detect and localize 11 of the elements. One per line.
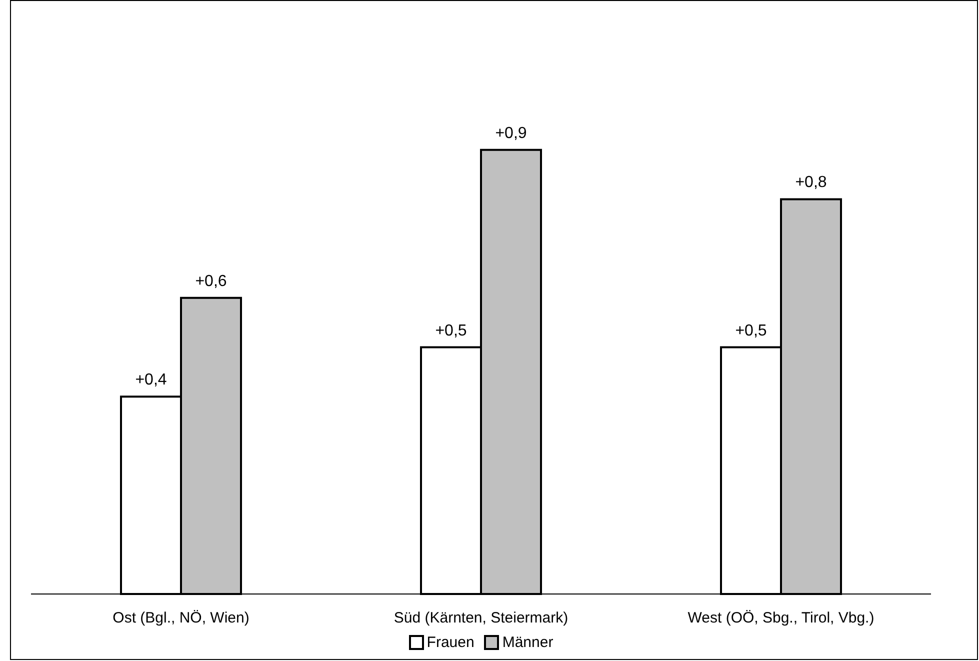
x-tick-label: West (OÖ, Sbg., Tirol, Vbg.) xyxy=(688,610,874,627)
x-tick-label: Ost (Bgl., NÖ, Wien) xyxy=(112,610,250,627)
legend-label: Frauen xyxy=(426,634,474,651)
legend-label: Männer xyxy=(501,634,554,651)
x-tick-label: Süd (Kärnten, Steiermark) xyxy=(394,610,568,627)
data-label: +0,5 xyxy=(735,322,767,340)
data-label: +0,4 xyxy=(135,372,167,389)
data-label: +0,6 xyxy=(195,272,227,290)
data-label: +0,9 xyxy=(495,124,527,142)
data-label: +0,5 xyxy=(435,322,467,340)
data-label: +0,8 xyxy=(795,174,827,192)
